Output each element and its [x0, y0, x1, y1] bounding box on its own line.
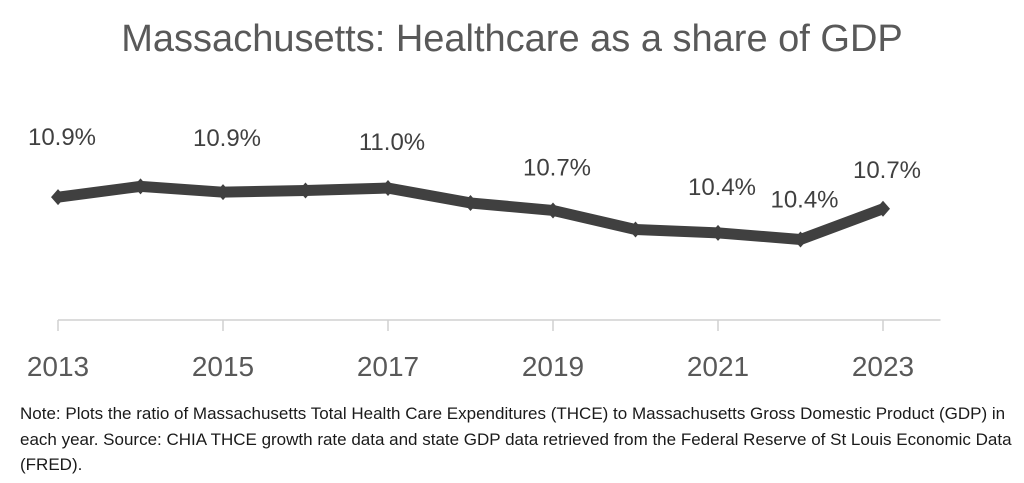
data-point-marker — [51, 189, 65, 206]
x-tick-label: 2021 — [687, 351, 749, 382]
x-tick-label: 2013 — [27, 351, 89, 382]
data-label: 10.7% — [523, 154, 591, 181]
line-chart: 2013 2015 2017 2019 2021 2023 10.9% 10.9% 11.0% 1… — [27, 124, 941, 382]
x-tick-label: 2019 — [522, 351, 584, 382]
data-point-marker — [876, 200, 890, 217]
chart-title: Massachusetts: Healthcare as a share of … — [121, 18, 903, 60]
data-point-marker — [381, 180, 395, 197]
data-label: 10.9% — [193, 125, 261, 152]
data-point-marker — [463, 194, 478, 211]
data-line — [57, 180, 885, 245]
data-point-marker — [133, 178, 148, 195]
data-label: 10.4% — [688, 174, 756, 201]
x-tick-label: 2023 — [852, 351, 914, 382]
data-point-marker — [711, 224, 725, 241]
data-point-marker — [546, 202, 560, 219]
data-label: 10.9% — [28, 124, 96, 151]
data-point-marker — [298, 182, 313, 199]
data-point-marker — [628, 221, 643, 238]
chart-note: Note: Plots the ratio of Massachusetts T… — [20, 404, 1012, 474]
data-label: 10.4% — [770, 186, 838, 213]
x-tick-label: 2015 — [192, 351, 254, 382]
data-point-marker — [793, 231, 808, 248]
data-label: 11.0% — [359, 129, 425, 156]
data-label: 10.7% — [853, 157, 921, 184]
data-point-marker — [216, 184, 230, 201]
x-tick-label: 2017 — [357, 351, 419, 382]
